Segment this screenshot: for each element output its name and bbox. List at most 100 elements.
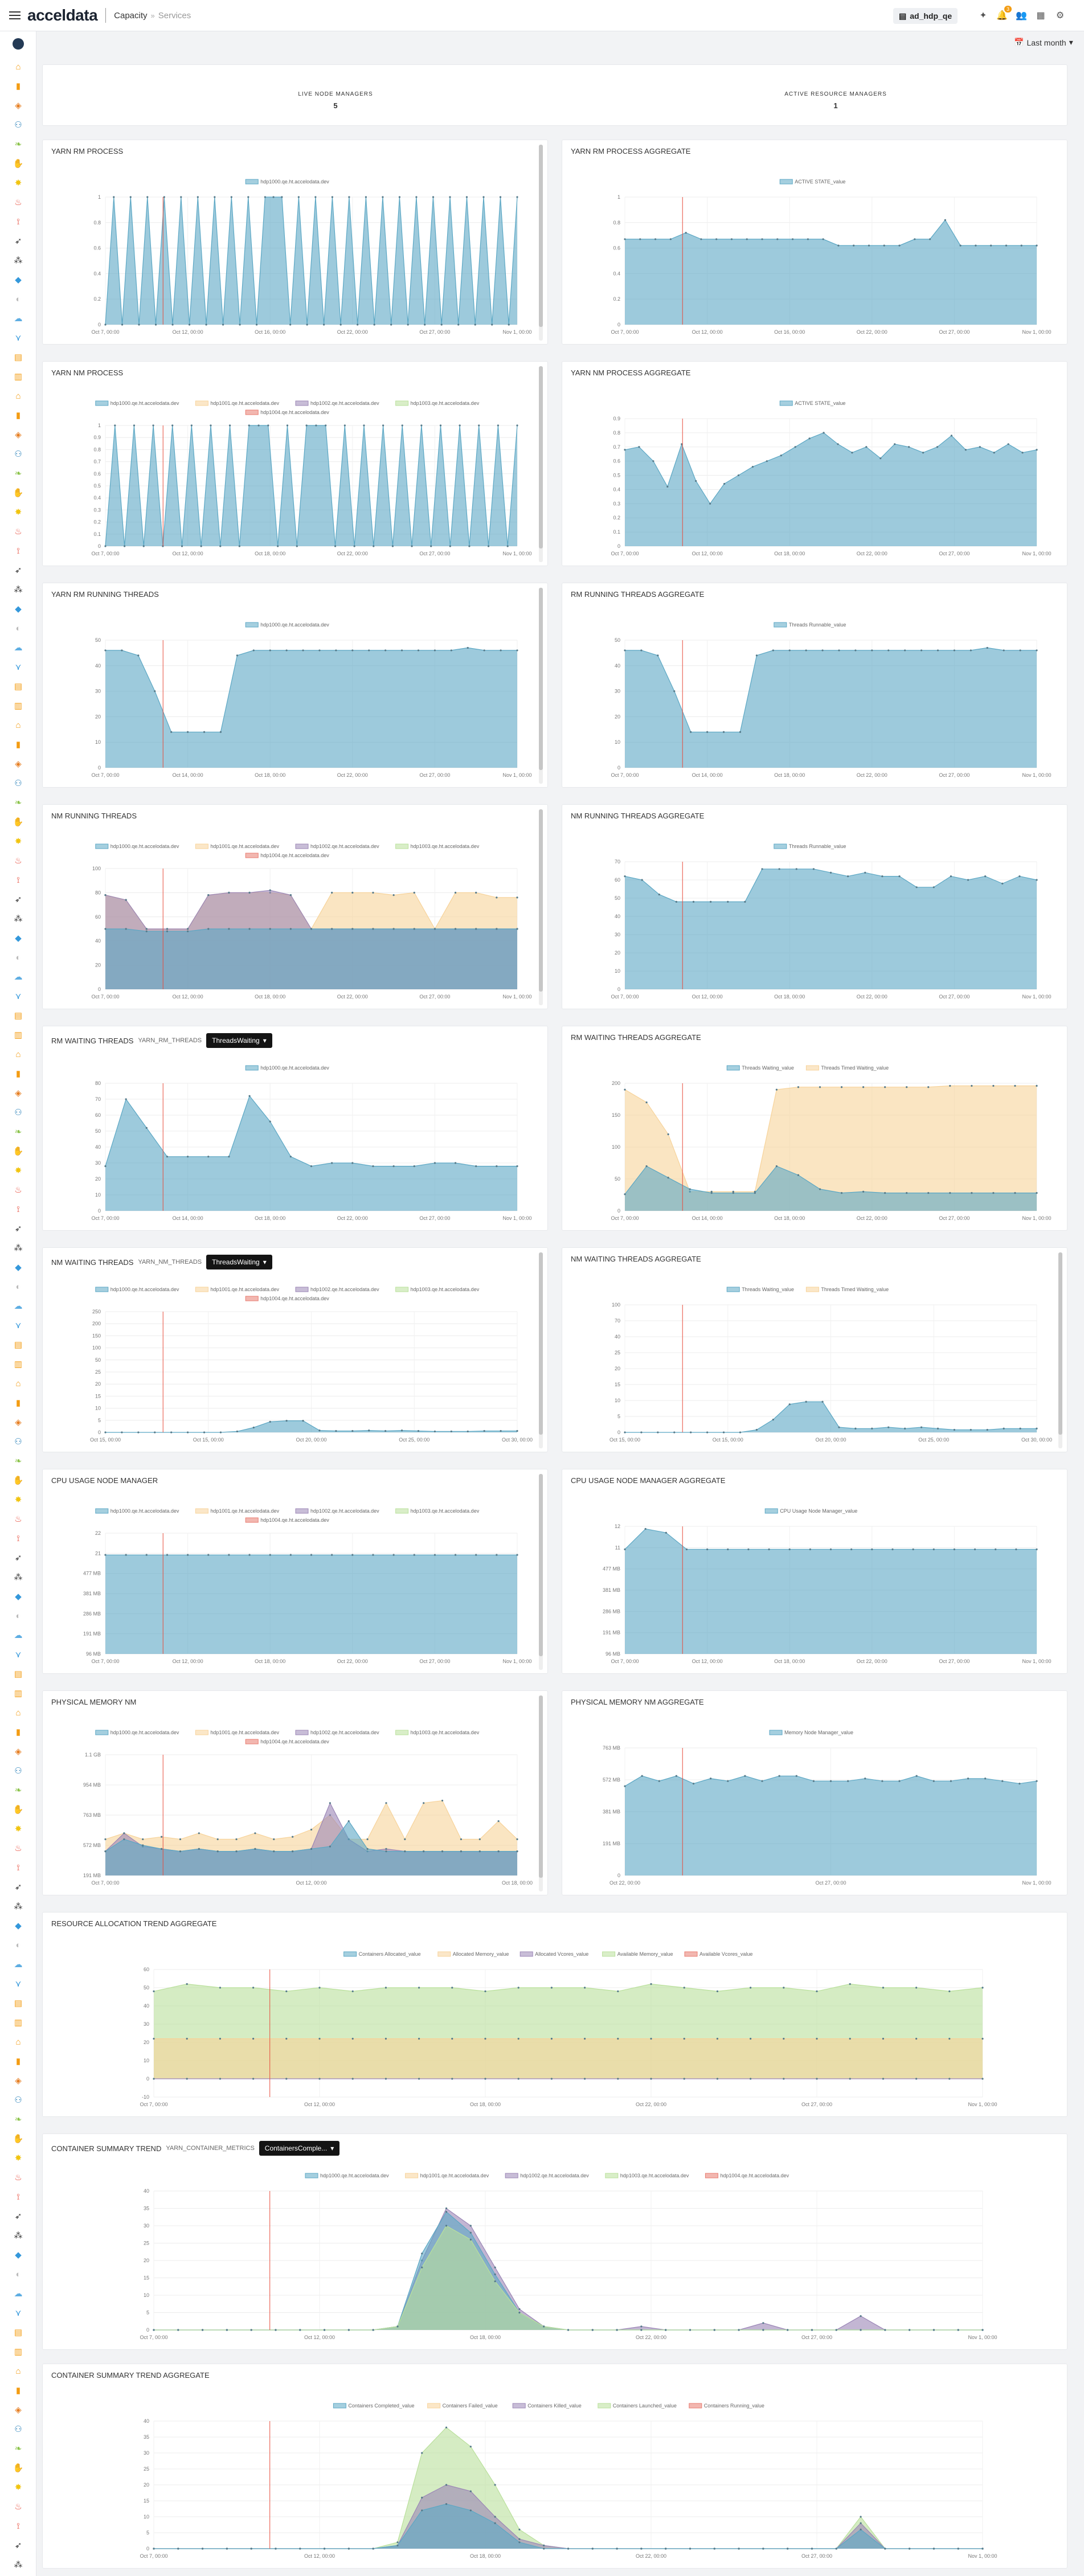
shield-icon[interactable]: ◆	[15, 1592, 22, 1602]
legend-item[interactable]: hdp1001.qe.ht.accelodata.dev	[195, 400, 279, 406]
data-point[interactable]	[624, 1431, 626, 1434]
legend-item[interactable]: hdp1000.qe.ht.accelodata.dev	[305, 2173, 389, 2178]
data-point[interactable]	[187, 1156, 189, 1158]
data-point[interactable]	[516, 1554, 518, 1556]
shield-icon[interactable]: ◆	[15, 1263, 22, 1272]
data-point[interactable]	[550, 2078, 553, 2080]
data-point[interactable]	[366, 1848, 369, 1850]
data-point[interactable]	[624, 649, 626, 652]
data-point[interactable]	[475, 1554, 477, 1556]
data-point[interactable]	[616, 2548, 618, 2550]
layers-icon[interactable]: ◈	[15, 1747, 22, 1756]
network-icon[interactable]: ⚇	[14, 120, 22, 130]
data-point[interactable]	[465, 196, 468, 198]
flow-icon[interactable]: ⁂	[14, 585, 23, 595]
data-point[interactable]	[667, 1133, 669, 1136]
data-point[interactable]	[685, 232, 687, 234]
data-point[interactable]	[887, 1426, 890, 1428]
data-point[interactable]	[252, 1426, 255, 1429]
data-point[interactable]	[289, 323, 292, 326]
scrollbar-thumb[interactable]	[539, 1474, 543, 1656]
scrollbar-thumb[interactable]	[539, 809, 543, 992]
data-point[interactable]	[808, 437, 811, 440]
data-point[interactable]	[417, 649, 420, 652]
legend-item[interactable]: hdp1000.qe.ht.accelodata.dev	[245, 622, 329, 628]
data-point[interactable]	[518, 2538, 521, 2540]
data-point[interactable]	[421, 2253, 423, 2255]
data-point[interactable]	[690, 731, 692, 733]
chart-icon[interactable]: ▮	[15, 1727, 21, 1737]
data-point[interactable]	[516, 928, 518, 930]
data-point[interactable]	[310, 1848, 313, 1850]
data-point[interactable]	[252, 649, 255, 652]
data-point[interactable]	[1036, 1084, 1038, 1087]
flame-icon[interactable]: ♨	[14, 856, 22, 866]
data-point[interactable]	[689, 1188, 691, 1190]
data-point[interactable]	[181, 545, 183, 547]
data-point[interactable]	[363, 424, 365, 427]
layers-icon[interactable]: ◈	[15, 759, 22, 769]
data-point[interactable]	[331, 1554, 333, 1556]
data-point[interactable]	[775, 1165, 778, 1168]
menu-icon[interactable]	[9, 11, 21, 19]
data-point[interactable]	[981, 2548, 984, 2550]
db-icon[interactable]: ▥	[14, 1359, 23, 1369]
data-point[interactable]	[368, 649, 370, 652]
data-point[interactable]	[794, 446, 796, 448]
data-point[interactable]	[104, 1838, 107, 1840]
data-point[interactable]	[166, 1554, 169, 1556]
data-point[interactable]	[838, 1426, 840, 1428]
data-point[interactable]	[269, 928, 271, 930]
metric-dropdown[interactable]: ContainersComple... ▾	[259, 2141, 340, 2156]
data-point[interactable]	[104, 1850, 107, 1853]
data-point[interactable]	[121, 323, 124, 326]
data-point[interactable]	[645, 1165, 648, 1168]
legend-item[interactable]: hdp1003.qe.ht.accelodata.dev	[395, 1730, 480, 1735]
flow-icon[interactable]: ⁂	[14, 2560, 23, 2570]
data-point[interactable]	[1001, 882, 1004, 884]
data-point[interactable]	[469, 2509, 472, 2512]
legend-item[interactable]: hdp1004.qe.ht.accelodata.dev	[245, 853, 329, 858]
data-point[interactable]	[179, 1838, 182, 1840]
data-point[interactable]	[1014, 1084, 1016, 1087]
data-point[interactable]	[238, 545, 240, 547]
data-point[interactable]	[125, 1554, 127, 1556]
data-point[interactable]	[368, 1430, 370, 1432]
data-point[interactable]	[497, 1850, 500, 1853]
data-point[interactable]	[755, 1428, 758, 1431]
data-point[interactable]	[496, 896, 498, 899]
data-point[interactable]	[516, 196, 518, 198]
legend-item[interactable]: Allocated Vcores_value	[519, 1951, 588, 1957]
legend-item[interactable]: hdp1004.qe.ht.accelodata.dev	[705, 2173, 789, 2178]
scrollbar[interactable]	[539, 145, 543, 341]
data-point[interactable]	[154, 690, 156, 693]
data-point[interactable]	[624, 875, 626, 878]
legend-item[interactable]: Containers Failed_value	[427, 2403, 498, 2409]
data-point[interactable]	[285, 2038, 288, 2040]
data-point[interactable]	[816, 1990, 818, 1992]
legend-item[interactable]: Threads Runnable_value	[774, 622, 846, 628]
data-point[interactable]	[908, 446, 910, 448]
data-point[interactable]	[915, 886, 918, 888]
data-point[interactable]	[207, 1156, 210, 1158]
file-icon[interactable]: ▤	[14, 2328, 23, 2337]
legend-item[interactable]: Allocated Memory_value	[437, 1951, 509, 1957]
data-point[interactable]	[163, 196, 165, 198]
data-point[interactable]	[145, 930, 148, 932]
network-icon[interactable]: ⚇	[14, 1437, 22, 1447]
db-icon[interactable]: ▥	[14, 2018, 23, 2028]
data-point[interactable]	[203, 1431, 206, 1434]
data-point[interactable]	[835, 2329, 837, 2331]
legend-item[interactable]: Containers Running_value	[689, 2403, 764, 2409]
data-point[interactable]	[816, 2038, 818, 2040]
data-point[interactable]	[170, 731, 173, 733]
data-point[interactable]	[739, 731, 742, 733]
legend-item[interactable]: Threads Timed Waiting_value	[805, 1065, 889, 1071]
data-point[interactable]	[177, 2329, 179, 2331]
data-point[interactable]	[347, 2329, 350, 2331]
data-point[interactable]	[384, 649, 387, 652]
data-point[interactable]	[591, 2548, 594, 2550]
data-point[interactable]	[518, 2541, 521, 2544]
data-point[interactable]	[950, 875, 952, 878]
data-point[interactable]	[347, 2548, 350, 2550]
